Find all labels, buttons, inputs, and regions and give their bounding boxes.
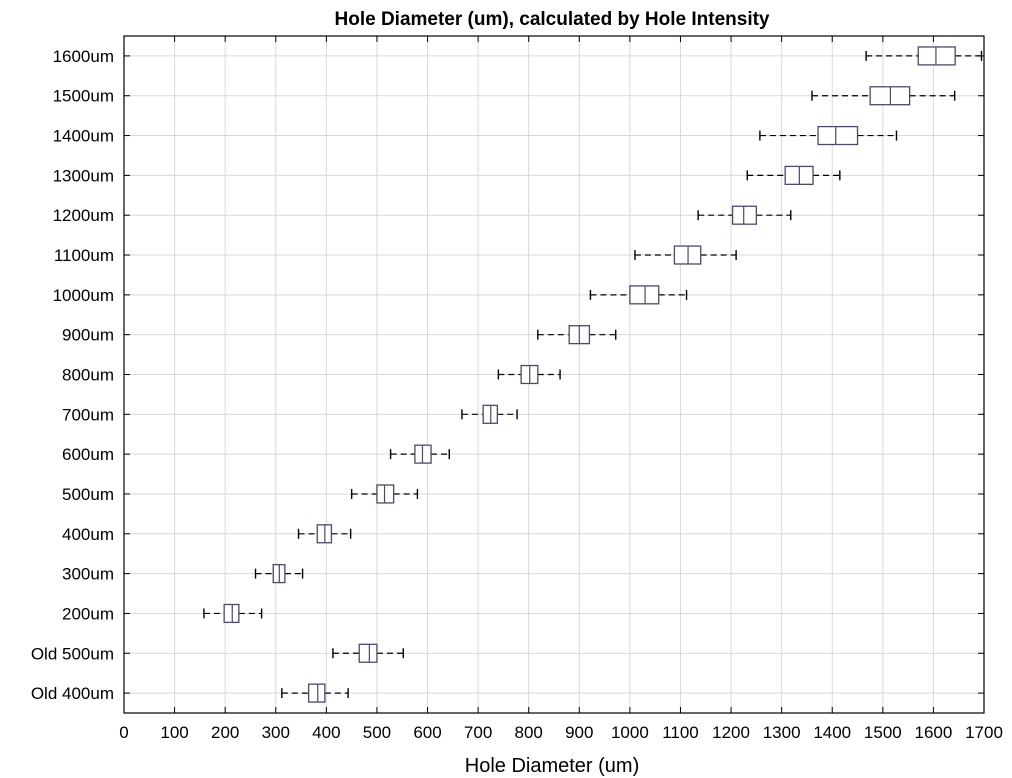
iqr-box [307,683,326,703]
x-tick-label: 1200 [712,723,750,742]
y-tick-label: 1000um [53,286,114,305]
box-1500um [811,86,956,106]
x-tick-label: 1400 [813,723,851,742]
y-tick-label: 1500um [53,87,114,106]
iqr-box [817,125,859,146]
iqr-box [358,643,378,663]
x-tick-label: 1500 [864,723,902,742]
box-layer [203,46,983,703]
y-tick-label: 200um [62,604,114,623]
x-tick-label: 300 [262,723,290,742]
box-1400um [759,125,898,146]
box-600um [389,444,450,464]
y-tick-label: 500um [62,485,114,504]
y-tick-label: 400um [62,525,114,544]
box-1100um [634,245,737,265]
y-tick-label: 900um [62,326,114,345]
y-tick-label: 1200um [53,206,114,225]
box-200um [203,603,263,624]
x-tick-label: 500 [363,723,391,742]
y-tick-label: 1100um [54,246,114,265]
plot-frame [123,35,985,714]
box-1600um [865,46,983,66]
box-1000um [589,285,688,305]
box-800um [497,364,561,385]
y-tick-label: 800um [62,366,114,385]
y-tick-label: 600um [62,445,114,464]
x-tick-label: 900 [565,723,593,742]
chart-title: Hole Diameter (um), calculated by Hole I… [335,9,770,30]
x-tick-label: 1600 [914,723,952,742]
x-tick-label: 800 [515,723,543,742]
y-tick-label: 1300um [53,166,114,185]
x-tick-label: 1300 [763,723,801,742]
box-old-500um [332,643,404,663]
box-1200um [697,205,792,225]
box-300um [254,564,304,584]
x-tick-label: 600 [413,723,441,742]
x-tick-label: 700 [464,723,492,742]
tick-layer: 0 100 200 300 400 500 600 700 800 900 1000 1100 1200… [31,36,1003,742]
x-tick-label: 200 [211,723,239,742]
iqr-box [731,205,758,225]
box-500um [350,484,419,504]
x-axis-label: Hole Diameter (um) [465,755,639,777]
y-tick-label: 1600um [53,47,114,66]
x-tick-label: 1000 [611,723,649,742]
x-tick-label: 0 [119,723,128,742]
x-tick-label: 1100 [662,723,699,742]
y-tick-label: 300um [62,565,114,584]
box-900um [537,325,617,345]
box-1300um [746,165,841,185]
box-old-400um [281,683,349,703]
y-tick-label: 700um [62,405,114,424]
iqr-box [376,484,395,504]
y-tick-label: 1400um [53,127,114,146]
iqr-box [223,603,240,624]
x-tick-label: 400 [312,723,340,742]
box-400um [297,524,352,544]
x-tick-label: 100 [160,723,188,742]
y-tick-label: Old 500um [31,644,114,663]
y-tick-label: Old 400um [31,684,114,703]
iqr-box [917,46,956,66]
iqr-box [629,285,660,305]
box-700um [461,404,518,424]
x-tick-label: 1700 [965,723,1003,742]
grid-layer [123,36,985,713]
